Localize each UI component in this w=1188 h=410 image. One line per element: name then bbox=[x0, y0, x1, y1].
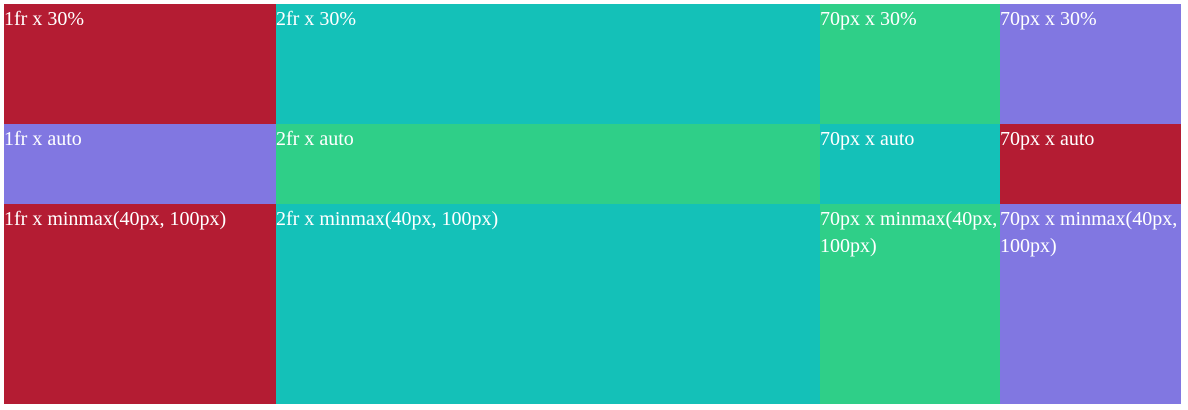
css-grid-demo: 1fr x 30% 2fr x 30% 70px x 30% 70px x 30… bbox=[4, 4, 1181, 404]
grid-cell-2fr-minmax: 2fr x minmax(40px, 100px) bbox=[276, 204, 820, 404]
grid-cell-70px-minmax-b: 70px x minmax(40px, 100px) bbox=[1000, 204, 1181, 404]
grid-cell-70px-30pct-b: 70px x 30% bbox=[1000, 4, 1181, 124]
grid-cell-70px-auto-a: 70px x auto bbox=[820, 124, 1000, 204]
grid-cell-70px-30pct-a: 70px x 30% bbox=[820, 4, 1000, 124]
grid-cell-1fr-30pct: 1fr x 30% bbox=[4, 4, 276, 124]
grid-cell-2fr-30pct: 2fr x 30% bbox=[276, 4, 820, 124]
grid-cell-1fr-auto: 1fr x auto bbox=[4, 124, 276, 204]
grid-cell-2fr-auto: 2fr x auto bbox=[276, 124, 820, 204]
grid-cell-70px-minmax-a: 70px x minmax(40px, 100px) bbox=[820, 204, 1000, 404]
grid-cell-1fr-minmax: 1fr x minmax(40px, 100px) bbox=[4, 204, 276, 404]
grid-cell-70px-auto-b: 70px x auto bbox=[1000, 124, 1181, 204]
